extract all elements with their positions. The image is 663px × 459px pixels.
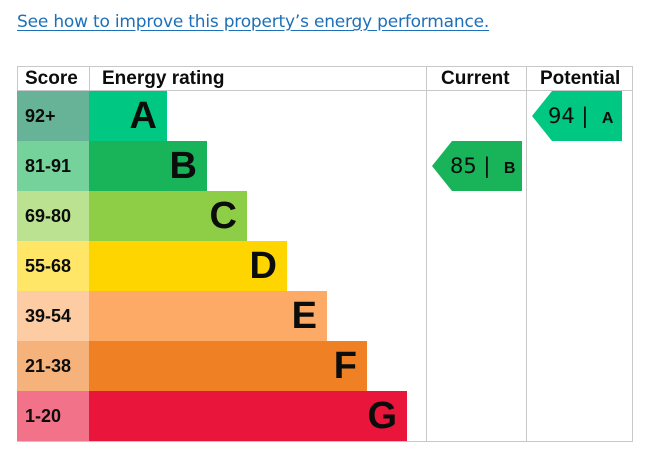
rating-letter-f: F	[333, 345, 357, 387]
potential-rating-letter: A	[601, 110, 614, 127]
potential-rating-value: 94 | A	[548, 104, 614, 128]
rating-letter-a: A	[129, 95, 157, 137]
band-score-e: 39-54	[17, 291, 89, 341]
rating-bar-g: G	[89, 391, 407, 441]
current-arrow-shape	[432, 141, 522, 191]
header-energy-rating: Energy rating	[102, 68, 225, 89]
rating-bar-c: C	[89, 191, 247, 241]
improve-energy-performance-link[interactable]: See how to improve this property’s energ…	[17, 12, 490, 32]
header-potential: Potential	[540, 68, 621, 89]
band-score-f: 21-38	[17, 341, 89, 391]
rating-letter-b: B	[169, 145, 197, 187]
rating-bar-d: D	[89, 241, 287, 291]
column-divider-potential	[526, 66, 527, 442]
energy-rating-table: Score Energy rating Current Potential 92…	[17, 66, 633, 442]
rating-letter-c: C	[209, 195, 237, 237]
band-score-d: 55-68	[17, 241, 89, 291]
rating-bar-a: A	[89, 91, 167, 141]
band-score-g: 1-20	[17, 391, 89, 441]
rating-bar-e: E	[89, 291, 327, 341]
potential-arrow-shape	[532, 91, 622, 141]
header-current: Current	[441, 68, 510, 89]
header-divider	[17, 90, 633, 91]
header-score: Score	[25, 68, 78, 89]
band-score-a: 92+	[17, 91, 89, 141]
rating-letter-e: E	[291, 295, 317, 337]
rating-letter-g: G	[367, 395, 397, 437]
current-rating-letter: B	[503, 160, 516, 177]
band-score-c: 69-80	[17, 191, 89, 241]
current-rating-value: 85 | B	[450, 154, 516, 178]
rating-bar-f: F	[89, 341, 367, 391]
rating-letter-d: D	[249, 245, 277, 287]
band-score-b: 81-91	[17, 141, 89, 191]
rating-bar-b: B	[89, 141, 207, 191]
column-divider-current	[426, 66, 427, 442]
column-divider-score	[89, 66, 90, 91]
